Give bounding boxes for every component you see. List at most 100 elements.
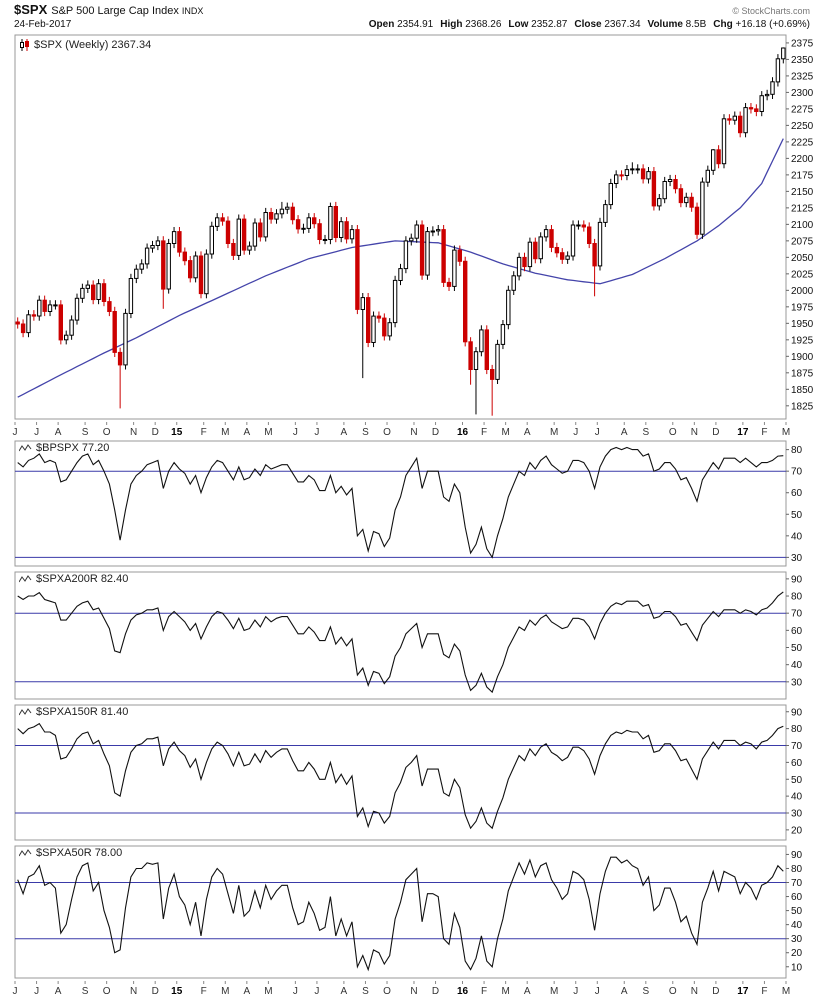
svg-text:50: 50 (791, 643, 803, 654)
svg-text:1925: 1925 (791, 335, 814, 346)
svg-text:60: 60 (791, 626, 803, 637)
svg-text:N: N (130, 986, 137, 997)
svg-text:20: 20 (791, 825, 803, 836)
svg-text:N: N (410, 427, 417, 438)
svg-text:30: 30 (791, 934, 803, 945)
quote-label: Chg (713, 19, 733, 30)
svg-text:M: M (501, 427, 509, 438)
symbol: $SPX (14, 2, 48, 17)
svg-text:80: 80 (791, 724, 803, 735)
svg-text:S: S (642, 427, 649, 438)
quote-value: 8.5B (682, 19, 707, 30)
svg-text:A: A (55, 986, 62, 997)
x-axis-top: J J A S O N D 15 F M A M J J A S O N D 16 F M A M J J A S O N D 17 F M (13, 422, 790, 438)
svg-text:A: A (524, 986, 531, 997)
svg-text:2100: 2100 (791, 220, 814, 231)
svg-text:J: J (573, 986, 578, 997)
svg-text:F: F (201, 986, 207, 997)
spxa50r-legend: $SPXA50R 78.00 (19, 847, 122, 859)
svg-text:80: 80 (791, 592, 803, 603)
plot-border (14, 34, 787, 420)
quote-value: 2354.91 (394, 19, 434, 30)
svg-text:30: 30 (791, 553, 803, 564)
y-axis: 30 40 50 60 70 80 90 (786, 574, 803, 688)
svg-text:F: F (481, 427, 487, 438)
svg-text:S: S (82, 986, 89, 997)
spxa200r-panel: 30 40 50 60 70 80 90 $SPXA200R 82.40 (0, 569, 820, 702)
svg-text:D: D (432, 986, 439, 997)
svg-text:M: M (782, 427, 790, 438)
svg-text:2025: 2025 (791, 269, 814, 280)
svg-text:J: J (314, 986, 319, 997)
svg-text:J: J (314, 427, 319, 438)
svg-text:N: N (691, 986, 698, 997)
svg-text:2050: 2050 (791, 253, 814, 264)
svg-text:40: 40 (791, 920, 803, 931)
svg-text:2325: 2325 (791, 71, 814, 82)
svg-text:15: 15 (171, 986, 183, 997)
svg-text:D: D (712, 427, 719, 438)
svg-text:2375: 2375 (791, 38, 814, 49)
svg-text:2000: 2000 (791, 286, 814, 297)
svg-text:O: O (383, 986, 391, 997)
svg-text:S: S (362, 427, 369, 438)
svg-text:N: N (691, 427, 698, 438)
svg-text:20: 20 (791, 948, 803, 959)
candles (15, 47, 786, 416)
svg-text:1950: 1950 (791, 319, 814, 330)
spxa150r-chart: 20 30 40 50 60 70 80 90 (14, 704, 803, 841)
svg-text:40: 40 (791, 792, 803, 803)
index-name: S&P 500 Large Cap Index (51, 5, 179, 17)
svg-text:M: M (550, 427, 558, 438)
svg-text:A: A (621, 427, 628, 438)
svg-text:90: 90 (791, 574, 803, 585)
svg-text:M: M (221, 986, 229, 997)
svg-text:2350: 2350 (791, 55, 814, 66)
svg-text:A: A (524, 427, 531, 438)
svg-text:2250: 2250 (791, 121, 814, 132)
svg-text:J: J (13, 427, 18, 438)
spxa200r-legend: $SPXA200R 82.40 (19, 573, 128, 585)
svg-text:N: N (410, 986, 417, 997)
svg-text:D: D (152, 986, 159, 997)
svg-text:17: 17 (737, 986, 749, 997)
quote-value: 2352.87 (528, 19, 568, 30)
svg-text:O: O (669, 986, 677, 997)
title-line: $SPX S&P 500 Large Cap Index INDX (14, 3, 203, 18)
price-legend: $SPX (Weekly) 2367.34 (19, 39, 151, 51)
svg-text:J: J (34, 427, 39, 438)
svg-text:O: O (383, 427, 391, 438)
svg-text:M: M (264, 986, 272, 997)
spxa150r-panel: 20 30 40 50 60 70 80 90 $SPXA150R 81.40 (0, 702, 820, 843)
svg-text:2300: 2300 (791, 88, 814, 99)
quote-label: High (440, 19, 463, 30)
svg-text:30: 30 (791, 677, 803, 688)
svg-text:80: 80 (791, 864, 803, 875)
plot-border (14, 440, 787, 567)
svg-text:1975: 1975 (791, 302, 814, 313)
svg-text:O: O (103, 986, 111, 997)
y-axis: 10 20 30 40 50 60 70 80 90 (786, 850, 803, 973)
svg-text:A: A (341, 986, 348, 997)
moving-average-line (17, 138, 784, 398)
line-icon (19, 574, 32, 582)
spxa200r-legend-label: $SPXA200R 82.40 (36, 573, 129, 585)
svg-text:F: F (481, 986, 487, 997)
svg-text:J: J (573, 427, 578, 438)
svg-text:A: A (244, 986, 251, 997)
price-chart: 1825 1850 1875 1900 1925 1950 1975 2000 2025 2050… (14, 34, 814, 420)
svg-text:50: 50 (791, 775, 803, 786)
spxa50r-panel: 10 20 30 40 50 60 70 80 90 $SPXA50R 78.00 (0, 843, 820, 981)
svg-text:D: D (152, 427, 159, 438)
quote-value: +16.18 (+0.69%) (732, 19, 810, 30)
svg-text:10: 10 (791, 962, 803, 973)
svg-text:60: 60 (791, 758, 803, 769)
svg-text:40: 40 (791, 660, 803, 671)
chart-date: 24-Feb-2017 (14, 19, 72, 30)
quote-bar: Open 2354.91 High 2368.26 Low 2352.87 Close… (362, 18, 810, 31)
indicator-line (17, 722, 784, 830)
bpspx-legend-label: $BPSPX 77.20 (36, 442, 110, 454)
svg-text:D: D (432, 427, 439, 438)
svg-text:40: 40 (791, 531, 803, 542)
